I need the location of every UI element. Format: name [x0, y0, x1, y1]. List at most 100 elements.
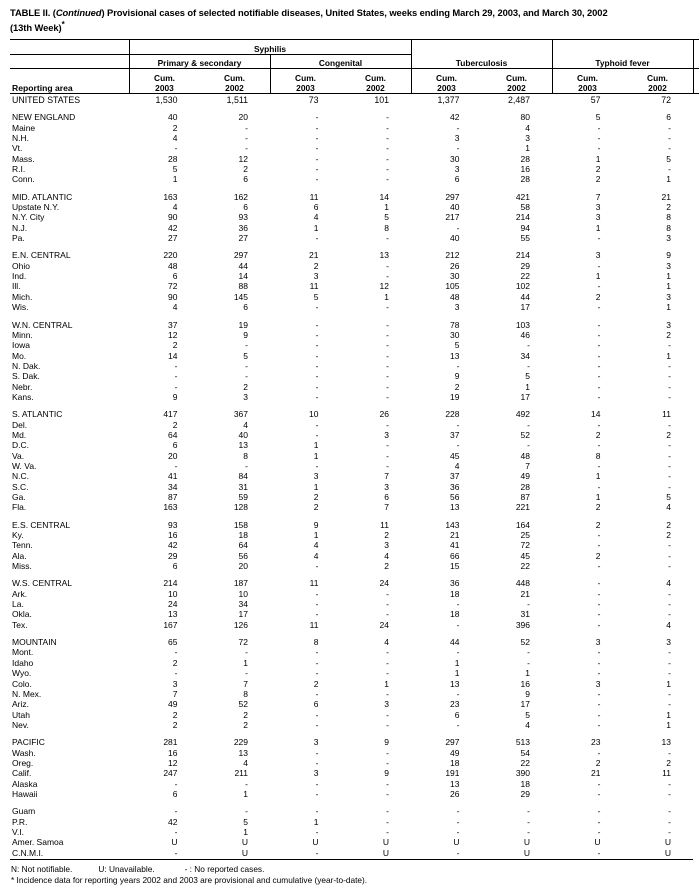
table-row: Amer. Samoa U U U U U U U U U — [10, 837, 699, 847]
row-value-col-5: 94 — [520, 222, 530, 233]
row-value-col-1: 297 — [233, 250, 248, 261]
row-value-col-0: 42 — [168, 222, 178, 233]
row-value-col-8: 23,798 — [693, 94, 699, 105]
row-value-col-1: 31 — [238, 481, 248, 492]
row-value-col-6: 1 — [595, 271, 601, 282]
row-value-col-7: - — [668, 657, 671, 668]
row-value-col-6: 2 — [595, 550, 601, 561]
row-area-label: N.Y. City — [12, 212, 45, 223]
row-area-label: Tenn. — [12, 540, 33, 551]
table-row: Wash. 16 13 - - 49 54 - - - — [10, 748, 699, 758]
header-subgroup-row: Primary & secondary Congenital Tuberculo… — [10, 55, 699, 69]
row-value-col-6: 1 — [595, 222, 601, 233]
row-value-col-3: - — [386, 133, 389, 143]
row-value-col-1: 187 — [233, 578, 248, 589]
row-spacer-cell — [10, 630, 699, 637]
row-value-col-5: 31 — [520, 609, 530, 620]
row-value-col-3: - — [386, 647, 389, 658]
row-value-col-5: 22 — [520, 757, 530, 768]
row-value-col-7: - — [668, 122, 671, 133]
table-row: NEW ENGLAND 40 20 - - 42 80 5 6 602 — [10, 112, 699, 122]
row-value-col-3: - — [386, 719, 389, 730]
row-value-col-3: - — [386, 688, 389, 699]
row-value-col-6: - — [597, 561, 601, 572]
row-value-col-8: - — [693, 848, 699, 858]
row-value-col-5: 52 — [520, 429, 530, 440]
table-row: E.N. CENTRAL 220 297 21 13 212 214 3 9 22,455 — [10, 250, 699, 260]
row-value-col-3: - — [386, 271, 389, 282]
table-row: Miss. 6 20 - 2 15 22 - - - — [10, 561, 699, 571]
table-row: N.J. 42 36 1 8 - 94 1 8 - — [10, 223, 699, 233]
row-value-col-1: 93 — [238, 212, 248, 223]
table-body: UNITED STATES 1,530 1,511 73 101 1,377 2,487 57… — [10, 94, 699, 858]
row-value-col-4: 3 — [454, 133, 460, 143]
row-value-col-3: - — [386, 778, 389, 789]
row-spacer-cell — [10, 730, 699, 737]
page-title: TABLE II. (Continued) Provisional cases … — [10, 7, 690, 33]
row-value-col-0: 48 — [168, 260, 178, 271]
row-value-col-3: 11 — [380, 519, 389, 530]
row-value-col-2: - — [315, 719, 319, 730]
row-value-col-5: 48 — [520, 450, 530, 461]
row-value-col-2: - — [315, 122, 319, 133]
header-col-1-line1: Cum. — [224, 72, 245, 83]
row-value-col-8: - — [693, 779, 699, 789]
table-row: S. Dak. - - - - 9 5 - - - — [10, 371, 699, 381]
row-value-col-6: - — [597, 340, 601, 351]
row-value-col-5: 52 — [520, 637, 530, 648]
row-area-label: Fla. — [12, 502, 27, 513]
row-value-col-6: 7 — [595, 191, 601, 202]
row-area-label: Ariz. — [12, 699, 29, 710]
row-value-col-6: - — [597, 599, 601, 610]
row-value-col-1: 4 — [243, 419, 248, 430]
row-value-col-4: 18 — [450, 588, 460, 599]
row-value-col-7: - — [668, 460, 671, 471]
row-value-col-1: 2 — [243, 164, 248, 175]
row-value-col-5: - — [527, 816, 530, 827]
row-value-col-5: 17 — [520, 302, 530, 313]
row-value-col-7: 2 — [666, 519, 671, 530]
row-value-col-7: - — [668, 668, 671, 679]
row-value-col-2: 5 — [313, 291, 319, 302]
table-row: PACIFIC 281 229 3 9 297 513 23 13 - — [10, 737, 699, 747]
row-value-col-4: 18 — [450, 609, 460, 620]
row-value-col-2: - — [315, 826, 319, 837]
row-value-col-7: 3 — [666, 291, 671, 302]
row-value-col-1: 13 — [238, 747, 248, 758]
row-value-col-5: 5 — [525, 709, 530, 720]
row-value-col-2: 3 — [313, 737, 319, 748]
row-value-col-7: 13 — [661, 737, 671, 748]
row-value-col-0: 93 — [168, 519, 178, 530]
row-value-col-1: - — [245, 371, 248, 382]
row-value-col-5: - — [527, 826, 530, 837]
header-blank-corner — [10, 40, 129, 55]
row-value-col-3: 3 — [384, 429, 389, 440]
row-value-col-8: N — [693, 471, 699, 481]
row-value-col-5: 390 — [515, 768, 530, 779]
row-value-col-3: - — [386, 757, 389, 768]
row-value-col-5: 17 — [520, 391, 530, 402]
header-rule-bottom — [10, 93, 699, 95]
row-value-col-3: 3 — [384, 540, 389, 551]
row-value-col-4: 26 — [450, 260, 460, 271]
row-value-col-3: 6 — [384, 492, 389, 502]
row-value-col-8: N — [693, 658, 699, 668]
row-value-col-6: 1 — [595, 153, 601, 164]
row-value-col-4: 3 — [454, 302, 460, 313]
row-value-col-0: 163 — [163, 502, 178, 513]
footnotes: N: Not notifiable. U: Unavailable. - : No … — [11, 864, 691, 886]
row-value-col-7: 3 — [666, 233, 671, 244]
row-value-col-2: - — [315, 747, 319, 758]
row-value-col-6: - — [597, 329, 601, 340]
header-col-4: Cum. 2003 — [410, 69, 482, 94]
row-value-col-0: 13 — [168, 609, 178, 620]
row-value-col-7: U — [664, 847, 671, 858]
table-row: R.I. 5 2 - - 3 16 2 - 2 — [10, 164, 699, 174]
row-value-col-1: 126 — [233, 619, 248, 630]
row-value-col-2: 1 — [313, 450, 319, 461]
row-value-col-0: 90 — [168, 291, 178, 302]
row-value-col-7: 2 — [666, 202, 671, 213]
table-row: Alaska - - - - 13 18 - - - — [10, 779, 699, 789]
row-value-col-8: 2 — [693, 620, 699, 630]
row-area-label: W. Va. — [12, 460, 37, 471]
